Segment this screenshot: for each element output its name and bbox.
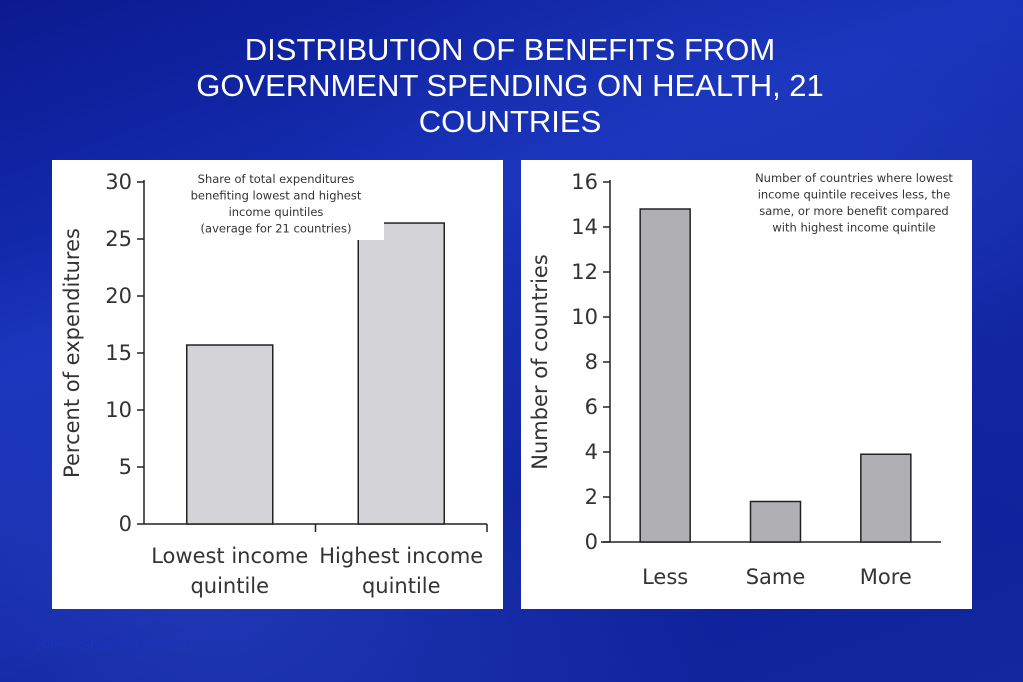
annotation-line: with highest income quintile bbox=[772, 221, 935, 235]
y-tick-label: 15 bbox=[105, 341, 132, 365]
title-line-1: DISTRIBUTION OF BENEFITS FROM bbox=[244, 32, 776, 67]
x-tick-label: quintile bbox=[362, 574, 441, 598]
y-axis-title: Percent of expenditures bbox=[60, 228, 84, 478]
bar bbox=[749, 500, 802, 543]
x-tick-label: Less bbox=[642, 565, 688, 589]
y-tick-label: 30 bbox=[105, 170, 132, 194]
slide-title: DISTRIBUTION OF BENEFITS FROM GOVERNMENT… bbox=[110, 32, 910, 140]
y-tick-label: 10 bbox=[105, 398, 132, 422]
y-tick-label: 8 bbox=[585, 350, 598, 374]
annotation-line: (average for 21 countries) bbox=[201, 222, 352, 236]
y-tick-label: 10 bbox=[571, 305, 598, 329]
y-tick-label: 16 bbox=[571, 170, 598, 194]
y-axis-title: Number of countries bbox=[528, 254, 552, 470]
left-chart-panel: 0 5 10 15 20 25 30 Percent of expenditures Lowes… bbox=[52, 160, 503, 609]
y-tick-label: 25 bbox=[105, 227, 132, 251]
y-tick-label: 12 bbox=[571, 260, 598, 284]
annotation-line: income quintiles bbox=[229, 205, 324, 219]
y-tick-label: 20 bbox=[105, 284, 132, 308]
annotation-line: benefiting lowest and highest bbox=[191, 189, 362, 203]
annotation-line: Number of countries where lowest bbox=[755, 171, 953, 185]
y-tick-label: 0 bbox=[119, 512, 132, 536]
y-tick-label: 0 bbox=[585, 530, 598, 554]
title-line-2: GOVERNMENT SPENDING ON HEALTH, 21 bbox=[196, 68, 824, 103]
bar bbox=[860, 453, 912, 543]
annotation-line: Share of total expenditures bbox=[198, 172, 355, 186]
right-chart-panel: 0 2 4 6 8 10 12 14 16 Number of countries Less Same… bbox=[521, 160, 972, 609]
x-tick-label: quintile bbox=[190, 574, 269, 598]
left-bar-chart: 0 5 10 15 20 25 30 Percent of expenditures Lowes… bbox=[60, 170, 488, 598]
annotation-line: income quintile receives less, the bbox=[758, 188, 951, 202]
annotation-background bbox=[177, 170, 384, 240]
y-tick-label: 14 bbox=[571, 215, 598, 239]
title-line-3: COUNTRIES bbox=[418, 104, 602, 139]
y-tick-label: 5 bbox=[119, 455, 132, 479]
bar bbox=[186, 344, 274, 525]
x-tick-label: Highest income bbox=[319, 544, 483, 568]
x-tick-label: More bbox=[860, 565, 912, 589]
x-tick-label: Lowest income bbox=[151, 544, 308, 568]
footer-watermark: Bless Shares Limited bbox=[36, 637, 187, 654]
x-tick-label: Same bbox=[746, 565, 806, 589]
bar bbox=[639, 208, 691, 543]
annotation-line: same, or more benefit compared bbox=[759, 204, 948, 218]
bar bbox=[357, 222, 445, 525]
y-tick-label: 6 bbox=[585, 395, 598, 419]
y-tick-label: 2 bbox=[585, 485, 598, 509]
y-tick-label: 4 bbox=[585, 440, 598, 464]
right-bar-chart: 0 2 4 6 8 10 12 14 16 Number of countries Less Same… bbox=[528, 170, 953, 589]
